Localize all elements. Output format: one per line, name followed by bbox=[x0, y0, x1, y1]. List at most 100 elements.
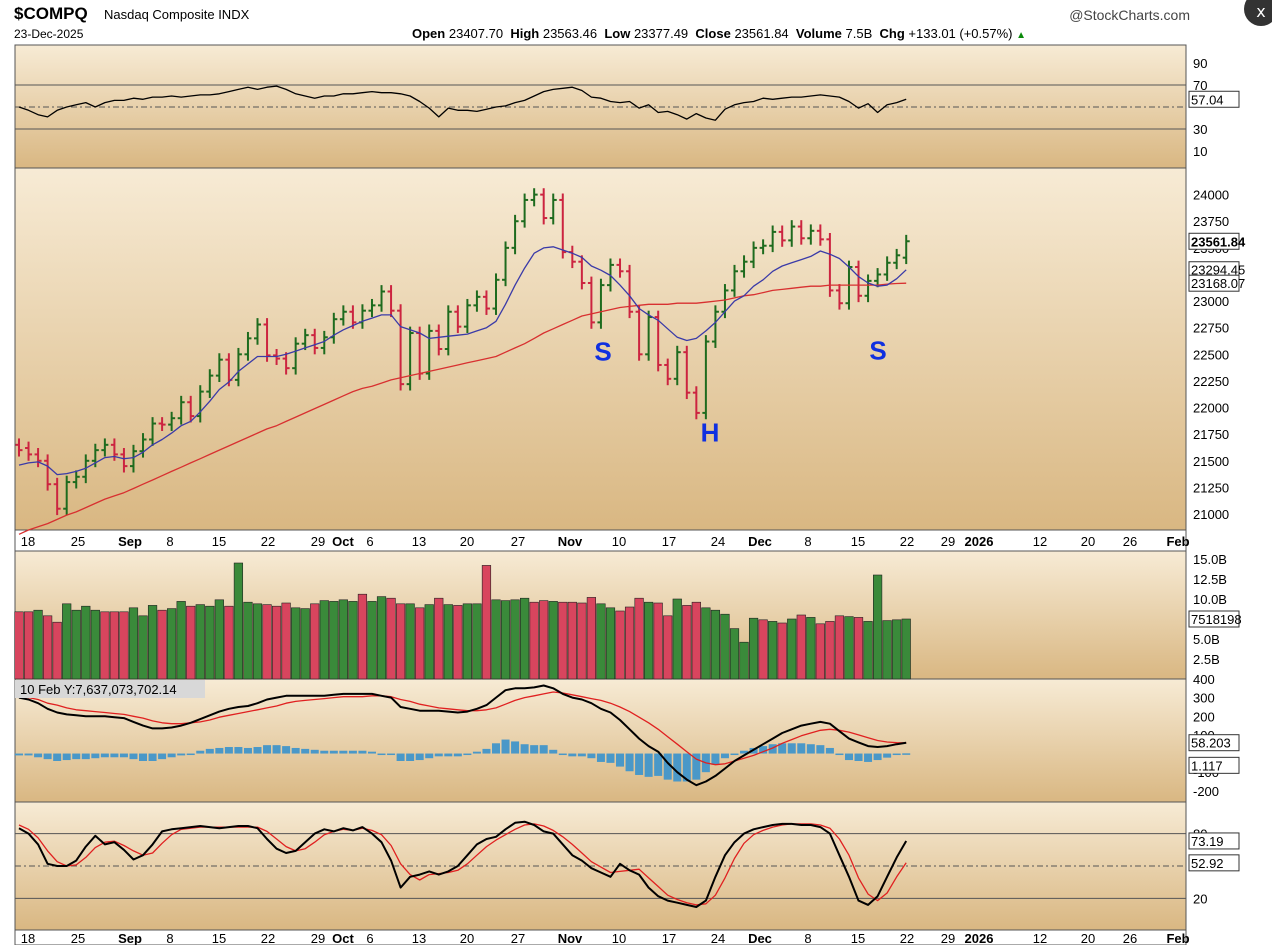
macd-histogram-bar bbox=[663, 753, 672, 780]
sma-long-line bbox=[18, 282, 907, 535]
volume-bar bbox=[462, 603, 472, 680]
volume-bar bbox=[243, 601, 253, 680]
stochastic-k-last-value: 73.19 bbox=[1191, 834, 1224, 849]
macd-tick-label: 200 bbox=[1193, 709, 1215, 724]
volume-bar bbox=[796, 614, 806, 680]
x-tick-label: 22 bbox=[900, 931, 914, 945]
macd-histogram-bar bbox=[635, 753, 644, 775]
price-tick-label: 22000 bbox=[1193, 401, 1229, 416]
symbol-title: $COMPQ bbox=[14, 4, 88, 23]
volume-bar bbox=[415, 607, 425, 680]
brand-label[interactable]: @StockCharts.com bbox=[1069, 7, 1190, 23]
macd-histogram-bar bbox=[768, 744, 777, 754]
volume-bar bbox=[787, 618, 797, 680]
volume-bar bbox=[176, 601, 186, 680]
volume-bar bbox=[682, 605, 692, 680]
macd-signal-line bbox=[18, 691, 907, 766]
macd-histogram-bar bbox=[720, 753, 729, 759]
volume-bar bbox=[472, 603, 482, 680]
volume-bar bbox=[147, 605, 158, 680]
macd-histogram-bar bbox=[873, 753, 882, 761]
macd-histogram-bar bbox=[530, 745, 539, 754]
x-tick-label: 17 bbox=[662, 931, 676, 945]
macd-histogram-bar bbox=[339, 750, 348, 754]
macd-histogram-bar bbox=[558, 753, 567, 756]
macd-histogram-bar bbox=[253, 747, 262, 754]
macd-histogram-bar bbox=[797, 743, 806, 754]
x-tick-label: 29 bbox=[941, 931, 955, 945]
volume-bar bbox=[624, 606, 635, 680]
macd-histogram-bar bbox=[129, 753, 138, 760]
stochastic-k-last-value-box bbox=[1188, 832, 1240, 850]
volume-bar bbox=[100, 611, 110, 680]
macd-histogram-bar bbox=[291, 747, 300, 754]
volume-tick-label: 10.0B bbox=[1193, 592, 1227, 607]
volume-bar bbox=[815, 623, 825, 680]
x-tick-label: 20 bbox=[460, 931, 474, 945]
macd-histogram-bar bbox=[158, 753, 167, 760]
sma-long-last-value-box bbox=[1188, 274, 1240, 292]
macd-histogram-bar bbox=[282, 746, 291, 754]
price-tick-label: 21500 bbox=[1193, 454, 1229, 469]
volume-bar bbox=[653, 602, 663, 680]
macd-histogram-bar bbox=[730, 753, 739, 756]
macd-histogram-bar bbox=[549, 749, 558, 754]
macd-histogram-bar bbox=[110, 753, 119, 758]
macd-histogram-bar bbox=[673, 753, 682, 782]
macd-histogram-bar bbox=[539, 745, 548, 754]
volume-bar bbox=[768, 621, 778, 680]
stochastic-d-last-value: 52.92 bbox=[1191, 856, 1224, 871]
volume-bar bbox=[510, 599, 520, 680]
x-tick-label: 10 bbox=[612, 931, 626, 945]
x-tick-label: 29 bbox=[941, 534, 955, 549]
macd-histogram-bar bbox=[43, 753, 52, 760]
rsi-tick-label: 90 bbox=[1193, 56, 1207, 71]
macd-histogram-bar bbox=[196, 750, 205, 754]
volume-bar bbox=[128, 607, 139, 680]
high-label: High bbox=[510, 26, 540, 41]
x-tick-label: Nov bbox=[558, 534, 583, 549]
macd-histogram-bar bbox=[616, 753, 625, 767]
close-label: Close bbox=[695, 26, 731, 41]
volume-bar bbox=[863, 621, 873, 680]
macd-histogram-bar bbox=[654, 753, 663, 776]
volume-bar bbox=[367, 601, 377, 680]
macd-histogram-bar bbox=[444, 753, 453, 757]
volume-bar bbox=[271, 605, 282, 680]
rsi-line bbox=[18, 85, 907, 121]
macd-tick-label: 300 bbox=[1193, 691, 1215, 706]
macd-histogram-bar bbox=[501, 739, 510, 754]
volume-bar bbox=[500, 600, 511, 680]
x-tick-label: 18 bbox=[21, 931, 35, 945]
x-tick-label: 2026 bbox=[965, 534, 994, 549]
x-tick-label: 15 bbox=[212, 534, 226, 549]
x-tick-label: 10 bbox=[612, 534, 626, 549]
macd-histogram-bar bbox=[329, 750, 338, 754]
x-tick-label: 22 bbox=[900, 534, 914, 549]
volume-bar bbox=[548, 601, 558, 680]
x-tick-label: 8 bbox=[804, 534, 811, 549]
volume-bar bbox=[205, 605, 215, 680]
macd-histogram-bar bbox=[596, 753, 605, 762]
x-tick-label: Feb bbox=[1166, 931, 1189, 945]
macd-histogram-bar bbox=[778, 743, 787, 754]
macd-histogram-bar bbox=[825, 747, 834, 754]
volume-bar bbox=[586, 597, 596, 680]
macd-histogram-bar bbox=[186, 753, 195, 756]
volume-bar bbox=[262, 604, 272, 680]
x-tick-label: 17 bbox=[662, 534, 676, 549]
price-last-value-box bbox=[1188, 232, 1240, 250]
volume-bar bbox=[386, 597, 396, 680]
rsi-tick-label: 10 bbox=[1193, 144, 1207, 159]
macd-histogram-bar bbox=[520, 744, 529, 754]
volume-bar bbox=[310, 603, 320, 680]
volume-bar bbox=[443, 604, 453, 680]
close-button[interactable]: x bbox=[1244, 0, 1272, 26]
rsi-tick-label: 70 bbox=[1193, 78, 1207, 93]
x-tick-label: 24 bbox=[711, 931, 725, 945]
stochastic-tick-label: 20 bbox=[1193, 891, 1207, 906]
volume-bar bbox=[605, 607, 616, 680]
volume-bar bbox=[596, 603, 606, 680]
x-tick-label: 25 bbox=[71, 931, 85, 945]
